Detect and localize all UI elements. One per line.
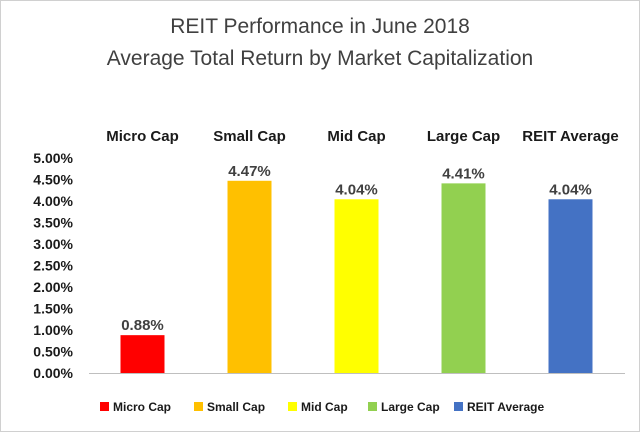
y-tick-label: 0.00% [33, 365, 73, 381]
y-tick-label: 1.00% [33, 322, 73, 338]
category-label: Mid Cap [327, 128, 385, 145]
y-tick-label: 2.00% [33, 279, 73, 295]
legend-label: Large Cap [381, 400, 440, 414]
y-tick-label: 3.50% [33, 215, 73, 231]
legend-swatch [100, 402, 109, 411]
legend-swatch [194, 402, 203, 411]
category-label: REIT Average [522, 128, 618, 145]
y-tick-label: 5.00% [33, 150, 73, 166]
data-label: 0.88% [121, 317, 164, 334]
bar [548, 199, 593, 373]
data-label: 4.47% [228, 163, 271, 180]
category-label: Small Cap [213, 128, 286, 145]
bar [441, 183, 486, 373]
bar [227, 180, 272, 373]
data-label: 4.04% [335, 181, 378, 198]
data-label: 4.41% [442, 165, 485, 182]
y-tick-label: 3.00% [33, 236, 73, 252]
bar [334, 199, 379, 373]
legend-swatch [368, 402, 377, 411]
legend-swatch [288, 402, 297, 411]
legend-swatch [454, 402, 463, 411]
legend-label: Micro Cap [113, 400, 171, 414]
chart-title: REIT Performance in June 2018 [170, 15, 470, 38]
y-tick-label: 1.50% [33, 301, 73, 317]
y-tick-label: 4.50% [33, 172, 73, 188]
y-tick-label: 2.50% [33, 258, 73, 274]
bar [120, 335, 165, 373]
legend-label: Small Cap [207, 400, 265, 414]
y-tick-label: 4.00% [33, 193, 73, 209]
data-label: 4.04% [549, 181, 592, 198]
y-tick-label: 0.50% [33, 344, 73, 360]
legend-label: Mid Cap [301, 400, 348, 414]
legend-label: REIT Average [467, 400, 544, 414]
category-label: Micro Cap [106, 128, 179, 145]
chart-subtitle: Average Total Return by Market Capitaliz… [106, 47, 534, 70]
category-label: Large Cap [427, 128, 500, 145]
